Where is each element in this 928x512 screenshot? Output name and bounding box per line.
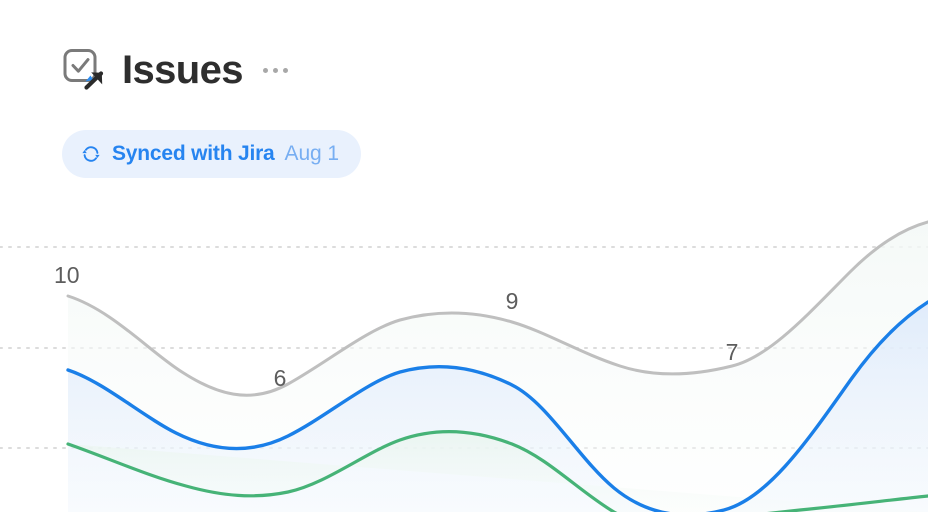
chart-point-labels: 10 6 9 7 [54,262,738,391]
sync-status-label: Synced with Jira [112,142,275,165]
sync-refresh-icon [82,146,100,162]
point-label-2: 9 [506,288,519,314]
more-dot-1 [262,67,268,73]
point-label-3: 7 [726,339,739,365]
series-line-resolved [66,430,928,512]
more-options-icon[interactable] [261,62,290,79]
chart-area-fills [68,222,928,512]
point-label-0: 10 [54,262,80,288]
sync-status-date: Aug 1 [284,142,339,165]
sync-status-badge[interactable]: Synced with Jira Aug 1 [62,130,361,178]
issues-trend-chart: 10 6 9 7 [0,220,928,512]
point-label-1: 6 [274,365,287,391]
page-header: Issues [60,46,290,94]
page-title: Issues [122,48,244,92]
checklist-export-icon [60,46,108,94]
series-line-open [66,300,928,512]
more-dot-2 [272,67,278,73]
more-dot-3 [282,67,288,73]
series-line-total [66,220,928,397]
area-open [68,302,928,512]
